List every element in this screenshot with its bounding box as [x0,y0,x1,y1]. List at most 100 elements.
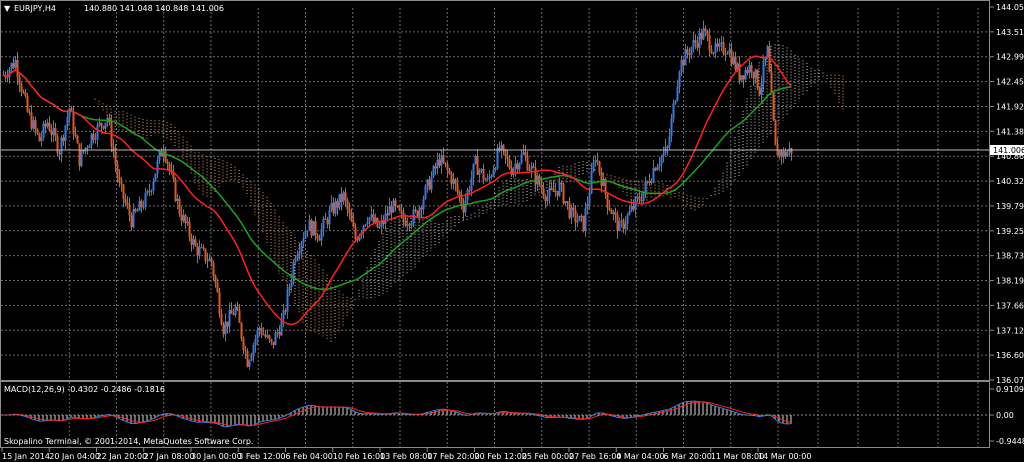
candle-body [372,214,375,223]
candle-body [278,332,281,336]
candle-body [502,144,505,150]
candle-body [516,163,519,170]
candle-body [522,152,525,155]
candle-body [218,292,221,314]
candle-body [128,204,131,216]
candle-body [324,218,327,220]
candle-body [754,69,757,79]
time-tick-label: 6 Mar 20:00 [664,452,712,461]
candle-body [586,203,589,209]
candle-body [702,28,705,40]
candle-body [630,206,633,212]
candle-body [694,40,697,43]
price-tick-label: 144.055 [996,3,1024,12]
candle-body [658,164,661,167]
candle-body [30,112,33,129]
candle-body [284,310,287,312]
candle-body [738,63,741,81]
candle-body [80,149,83,166]
candle-body [12,63,15,68]
candle-body [334,201,337,214]
candle-body [636,196,639,198]
candle-body [366,221,369,225]
candle-body [20,84,23,92]
candle-body [676,87,679,101]
candle-body [280,319,283,336]
candle-body [764,57,767,63]
candle-body [744,70,747,80]
candle-body [172,171,175,179]
candle-body [66,116,69,126]
candle-body [176,198,179,201]
candle-body [512,168,515,176]
candle-body [116,164,119,177]
candle-body [458,191,461,196]
candle-body [580,215,583,217]
candle-body [64,125,67,142]
candle-body [44,123,47,127]
candle-body [62,137,65,142]
candle-body [160,151,163,157]
candle-body [126,202,129,205]
symbol-dropdown-icon[interactable]: ▼ [4,4,11,13]
candle-body [246,351,249,367]
time-tick-label: 27 Feb 16:00 [569,452,621,461]
candle-body [550,187,553,189]
candle-body [158,151,161,161]
candle-body [578,215,581,222]
candle-body [300,242,303,252]
time-tick-label: 20 Feb 12:00 [475,452,527,461]
candle-body [596,160,599,162]
candle-body [486,178,489,180]
candle-body [46,122,49,127]
candle-body [418,207,421,217]
candle-body [582,215,585,232]
time-tick-label: 11 Mar 08:00 [711,452,764,461]
candle-body [608,207,611,211]
candle-body [230,309,233,314]
price-tick-label: 139.255 [996,227,1024,236]
candle-body [118,176,121,183]
candle-body [714,43,717,54]
candle-body [632,206,635,210]
candle-body [138,200,141,211]
candle-body [518,163,521,170]
candle-body [576,221,579,223]
candle-body [54,128,57,137]
candle-body [654,168,657,171]
candle-body [758,88,761,95]
candle-body [132,208,135,228]
candle-body [352,221,355,227]
candle-body [476,156,479,175]
candle-body [232,313,235,315]
candle-body [432,166,435,177]
candle-body [642,192,645,201]
price-tick-label: 138.190 [996,277,1024,286]
macd-indicator [1,400,990,428]
candle-body [32,120,35,129]
candle-body [70,108,73,112]
fast-moving-average-line [2,55,792,326]
current-price-tag: 141.006 [993,146,1024,155]
candle-body [566,201,569,203]
candle-body [210,258,213,263]
candle-body [72,111,75,134]
candle-body [558,182,561,196]
candle-body [206,260,209,262]
price-tick-label: 138.730 [996,252,1024,261]
macd-signal-line [3,401,792,426]
candle-body [498,147,501,151]
candle-body [446,164,449,171]
time-tick-label: 22 Jan 20:00 [97,452,148,461]
candle-body [708,35,711,51]
candle-body [564,201,567,204]
candle-body [554,190,557,192]
candle-body [742,75,745,80]
candle-body [740,75,743,81]
candle-body [90,133,93,146]
candle-body [722,42,725,54]
candle-body [188,221,191,237]
main-plot-frame [0,0,990,381]
